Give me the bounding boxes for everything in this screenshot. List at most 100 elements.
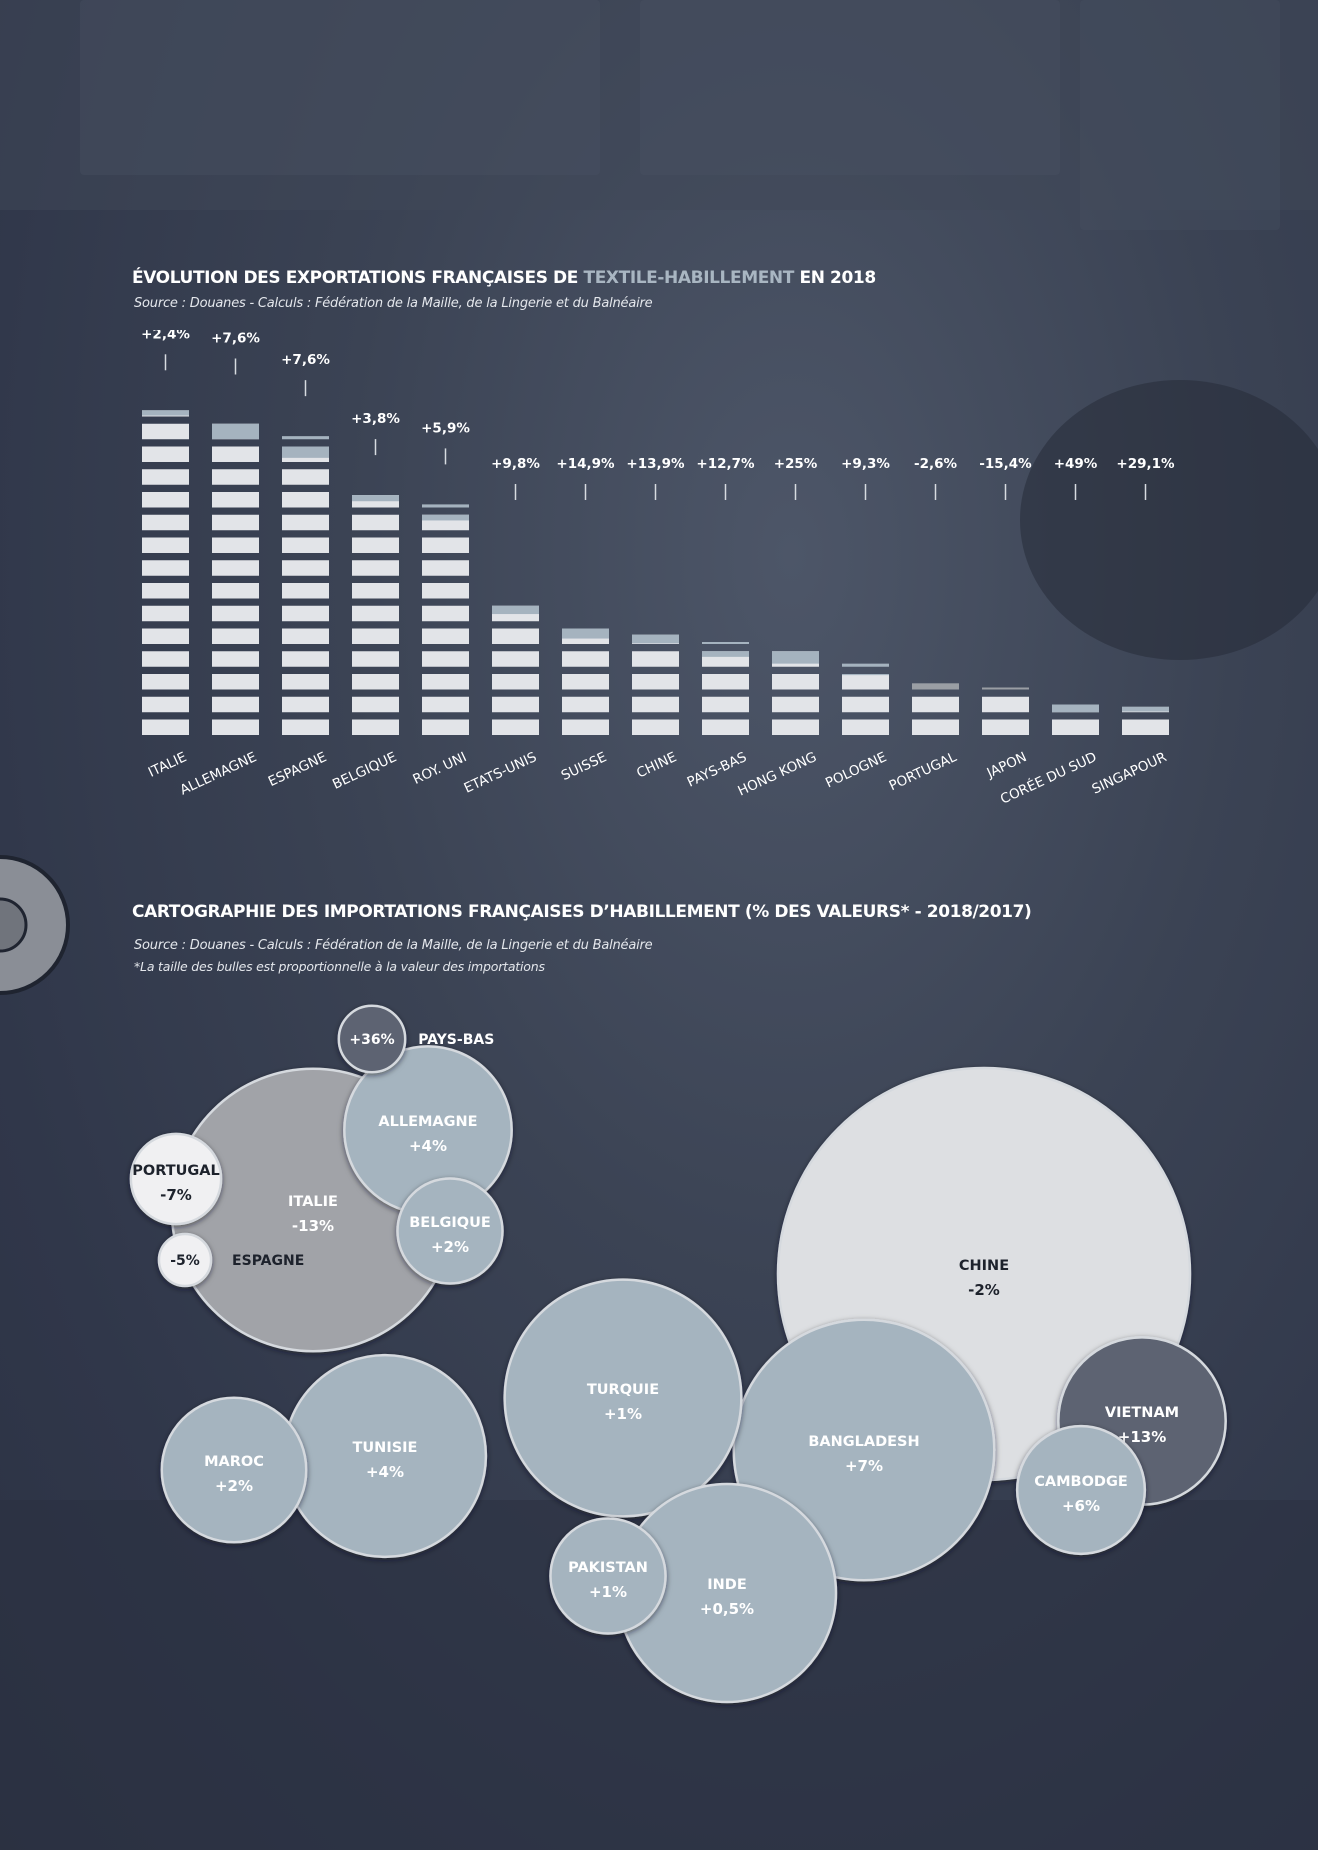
bar-block [352,719,399,735]
bar [912,683,959,735]
bar-block [492,696,539,713]
bar-change-label: +7,6% [281,352,330,368]
bubble-name-label: VIETNAM [1105,1405,1179,1421]
bar-block-growth [842,674,889,676]
bar-block [422,537,469,553]
bar-block [212,537,259,553]
bar-block [352,560,399,576]
bar [842,663,889,735]
bar-block [352,674,399,690]
bar-block [212,469,259,485]
bar [492,605,539,735]
bar-block [352,583,399,599]
bubble-circle [1015,1424,1147,1556]
bubble-chart: CHINE -2% ITALIE -13% BANGLADESH +7% TURQUIE +1… [129,1004,1227,1704]
bar-block [142,651,189,667]
bubble-circle [282,1353,488,1559]
bar-block [422,628,469,644]
bar-block [632,696,679,713]
bar [282,436,329,735]
bar-block [212,605,259,622]
bar-block-growth [1052,704,1099,713]
bar-block [632,719,679,735]
bar-block [492,674,539,690]
bar-category-label: ETATS-UNIS [462,749,540,797]
bar-block [632,674,679,690]
bar [632,634,679,735]
bar-block [212,583,259,599]
bar-block [142,674,189,690]
bar-block [282,492,329,508]
bar-change-label: +12,7% [696,456,755,472]
bg-top-band [0,0,1318,210]
bar-block [282,651,329,667]
bar-block [492,628,539,644]
bar-block [212,492,259,508]
bubble: PAKISTAN +1% [549,1517,667,1635]
bar-category-label: ALLEMAGNE [178,749,260,798]
bg-spool-outer [0,855,70,995]
bar-block [142,719,189,735]
bubble: PORTUGAL -7% [129,1132,223,1226]
bar-block-growth [1122,706,1169,712]
bar-block [212,446,259,462]
bar-block [1052,719,1099,735]
bar-category-label: PORTUGAL [887,749,960,794]
bar-block [142,696,189,713]
bubble-name-label: PAKISTAN [568,1560,648,1576]
bar-block [282,537,329,553]
bar-change-label: +25% [774,456,818,472]
bubble-value-label: +36% [349,1032,394,1048]
bubble: ALLEMAGNE +4% [343,1045,513,1215]
bar-category-label: ESPAGNE [266,749,329,790]
bg-machine-shape [1080,0,1280,230]
bubble-value-label: -13% [292,1217,334,1235]
bar-block-growth [422,514,469,521]
bubble-value-label: +0,5% [700,1600,754,1618]
bar-chart-source: Source : Douanes - Calculs : Fédération … [134,296,653,311]
bar [562,628,609,735]
bar-block [702,674,749,690]
bubble-name-label: MAROC [204,1454,264,1470]
bubble: TURQUIE +1% [503,1278,743,1518]
bar-chart-title-highlight: TEXTILE-HABILLEMENT [583,268,795,288]
bar-block [422,560,469,576]
bar-block [212,674,259,690]
bubble: +36% PAYS-BAS [337,1004,494,1074]
bar-block [702,696,749,713]
bar-block-growth [212,423,259,440]
bar-block [142,560,189,576]
bar-block [492,719,539,735]
bar-block [422,719,469,735]
bar-block [982,696,1029,713]
bar-change-label: +5,9% [421,420,470,436]
bar-change-label: -2,6% [914,456,958,472]
bar-block [212,696,259,713]
bar-change-label: +3,8% [351,411,400,427]
bar-category-label: ITALIE [146,749,189,781]
bar [982,687,1029,735]
bar-category-label: SUISSE [559,749,609,784]
bubble-name-label: ALLEMAGNE [378,1114,477,1130]
bar [702,642,749,735]
bar-block-growth [702,651,749,657]
bar [1122,706,1169,735]
bubble-circle [337,1004,407,1074]
bar-block-growth [772,651,819,664]
bg-machine-shape [80,0,600,175]
bubble-name-label: PAYS-BAS [418,1032,494,1048]
bubble-value-label: -2% [968,1281,1000,1299]
bar-block [282,719,329,735]
bar-block [282,628,329,644]
bar-block [142,605,189,622]
bubble-chart-title: CARTOGRAPHIE DES IMPORTATIONS FRANÇAISES… [132,902,1032,922]
bg-spool-inner [0,897,28,953]
bar-block [212,560,259,576]
bubble-circle [157,1232,213,1288]
bubble-name-label: TUNISIE [353,1440,418,1456]
bar-block [422,605,469,622]
bar-block-growth [562,628,609,639]
bar-change-label: +7,6% [211,331,260,347]
bar-chart: +2,4% ITALIE +7,6% ALLEMAGNE +7,6% ESPAGNE +3,… [141,330,1175,808]
bar-change-label: +9,8% [491,456,540,472]
